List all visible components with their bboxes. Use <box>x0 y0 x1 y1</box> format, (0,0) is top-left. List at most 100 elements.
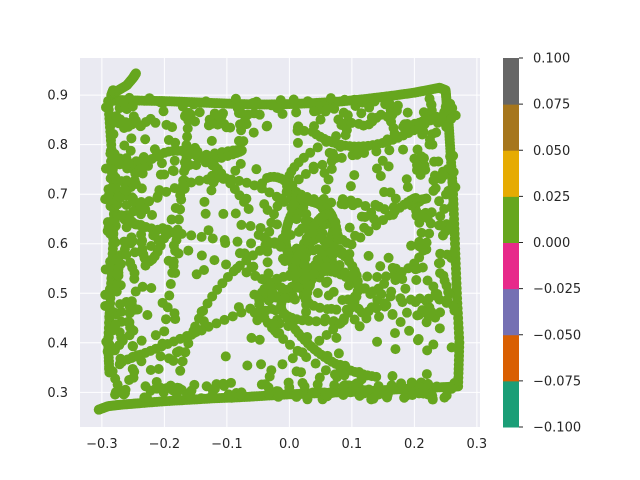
data-point <box>412 263 423 274</box>
data-point <box>221 259 232 270</box>
data-point <box>137 154 148 165</box>
data-point <box>275 241 286 252</box>
data-point <box>320 184 331 195</box>
data-point <box>378 215 389 226</box>
data-point <box>289 294 300 305</box>
data-point <box>356 108 367 119</box>
data-point <box>398 144 409 155</box>
data-point <box>159 326 170 337</box>
data-point <box>368 393 379 404</box>
data-point <box>435 307 446 318</box>
data-point <box>176 194 187 205</box>
data-point <box>312 142 323 153</box>
data-point <box>339 370 350 381</box>
data-point <box>292 125 303 136</box>
data-point <box>441 122 452 133</box>
data-point <box>175 365 186 376</box>
y-tick-label: 0.7 <box>47 188 68 203</box>
data-point <box>299 259 310 270</box>
x-tick-label: −0.1 <box>211 437 243 452</box>
data-point <box>199 196 210 207</box>
data-point <box>163 255 174 266</box>
colorbar-segment <box>503 104 519 151</box>
data-point <box>181 140 192 151</box>
data-point <box>310 358 321 369</box>
data-point <box>319 167 330 178</box>
data-point <box>146 283 157 294</box>
data-point <box>367 116 378 127</box>
data-point <box>251 164 262 175</box>
data-point <box>297 347 308 358</box>
data-point <box>390 193 401 204</box>
data-point <box>186 230 197 241</box>
data-point <box>428 175 439 186</box>
data-point <box>110 237 121 248</box>
data-point <box>346 117 357 128</box>
data-point <box>206 185 217 196</box>
data-point <box>171 347 182 358</box>
data-point <box>342 110 353 121</box>
data-point <box>103 356 114 367</box>
data-point <box>322 350 333 361</box>
data-point <box>116 306 127 317</box>
data-point <box>121 249 132 260</box>
data-point <box>166 214 177 225</box>
data-point <box>179 166 190 177</box>
data-point <box>388 123 399 134</box>
data-point <box>194 107 205 118</box>
data-point <box>128 111 139 122</box>
data-point <box>375 261 386 272</box>
data-point <box>169 183 180 194</box>
data-point <box>401 307 412 318</box>
data-point <box>262 257 273 268</box>
data-point <box>124 213 135 224</box>
data-point <box>180 111 191 122</box>
data-point <box>111 268 122 279</box>
data-point <box>140 134 151 145</box>
data-point <box>349 291 360 302</box>
data-point <box>206 118 217 129</box>
data-point <box>118 389 129 400</box>
data-point <box>209 255 220 266</box>
colorbar-segment <box>503 150 519 197</box>
data-point <box>264 187 275 198</box>
data-point <box>412 159 423 170</box>
data-point <box>418 153 429 164</box>
data-point <box>125 257 136 268</box>
data-point <box>104 311 115 322</box>
data-point <box>440 101 451 112</box>
data-point <box>198 316 209 327</box>
data-point <box>360 385 371 396</box>
data-point <box>272 201 283 212</box>
data-point <box>200 208 211 219</box>
y-axis-ticks: 0.3 0.4 0.5 0.6 0.7 0.8 0.9 <box>47 89 68 401</box>
data-point <box>129 247 140 258</box>
data-point <box>121 175 132 186</box>
data-point <box>314 335 325 346</box>
data-point <box>345 387 356 398</box>
data-point <box>185 149 196 160</box>
data-point <box>422 378 433 389</box>
colorbar-tick-label: −0.100 <box>533 421 581 436</box>
data-point <box>206 135 217 146</box>
data-point <box>140 260 151 271</box>
colorbar-segment <box>503 242 519 290</box>
data-point <box>233 302 244 313</box>
data-point <box>320 365 331 376</box>
data-point <box>389 328 400 339</box>
data-point <box>413 334 424 345</box>
data-point <box>196 393 207 404</box>
x-tick-label: −0.2 <box>149 437 181 452</box>
data-point <box>232 236 243 247</box>
data-point <box>119 236 130 247</box>
data-point <box>226 174 237 185</box>
data-point <box>169 155 180 166</box>
data-point <box>106 183 117 194</box>
data-point <box>218 208 229 219</box>
data-point <box>400 283 411 294</box>
data-point <box>431 381 442 392</box>
data-point <box>359 222 370 233</box>
data-point <box>141 392 152 403</box>
data-point <box>348 269 359 280</box>
data-point <box>149 230 160 241</box>
